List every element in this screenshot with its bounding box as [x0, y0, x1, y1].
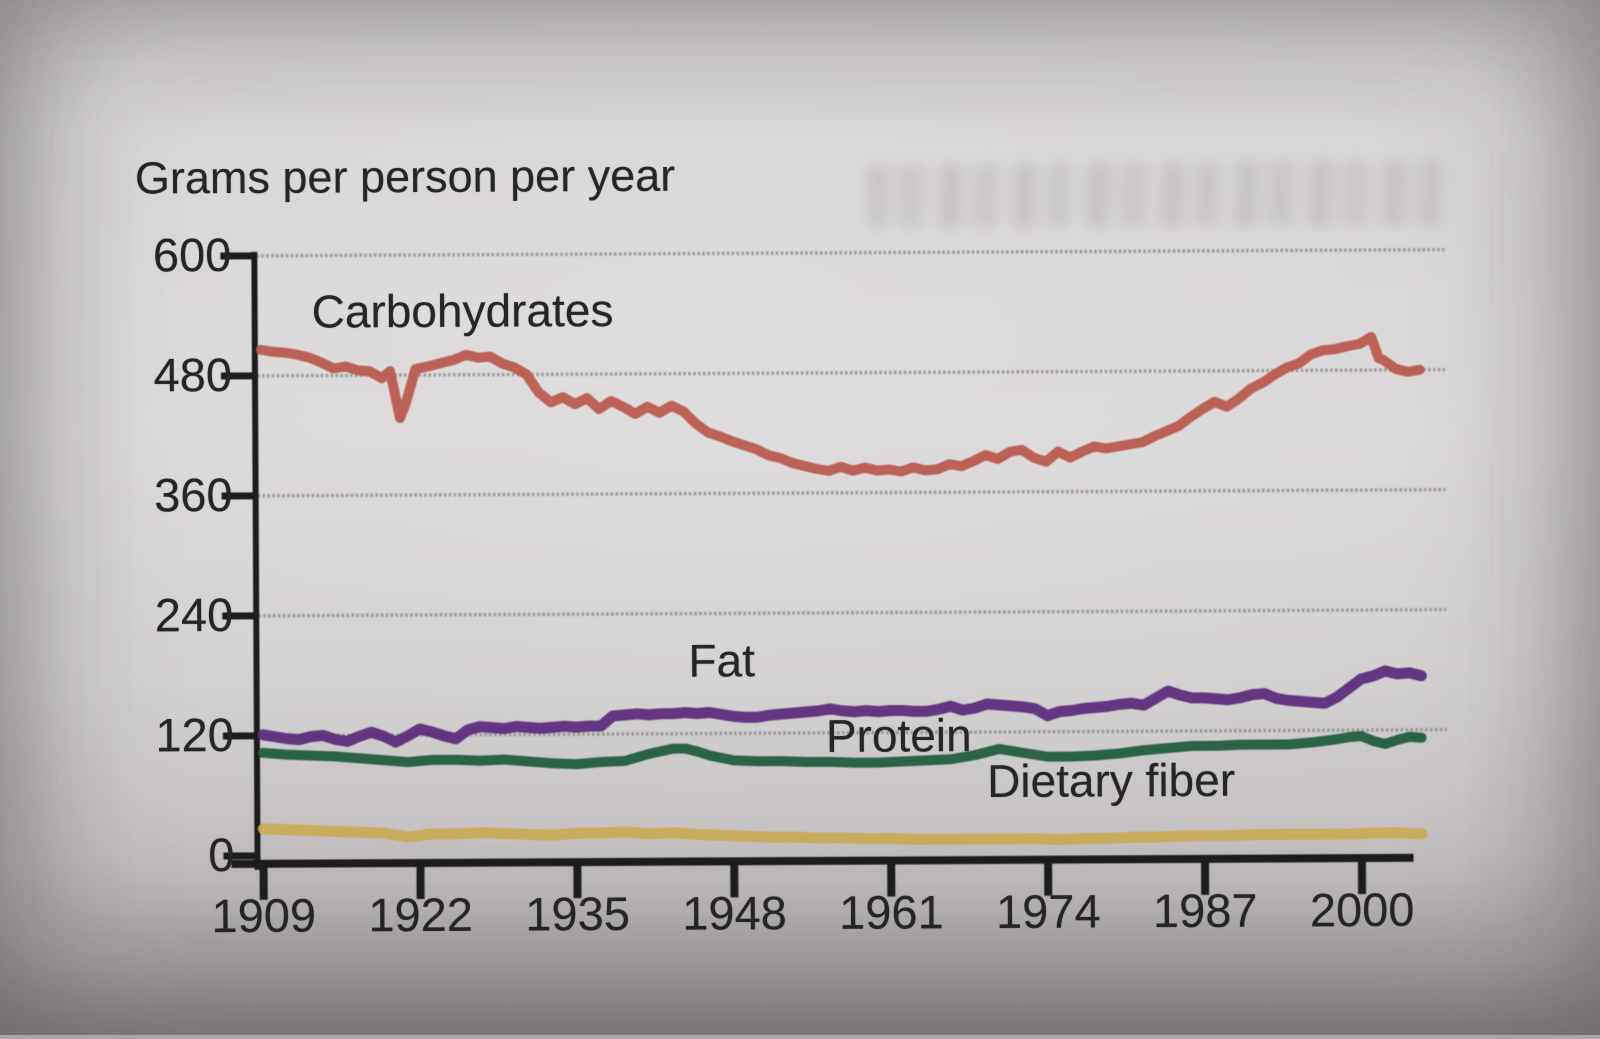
photo-vignette [0, 0, 1600, 1035]
